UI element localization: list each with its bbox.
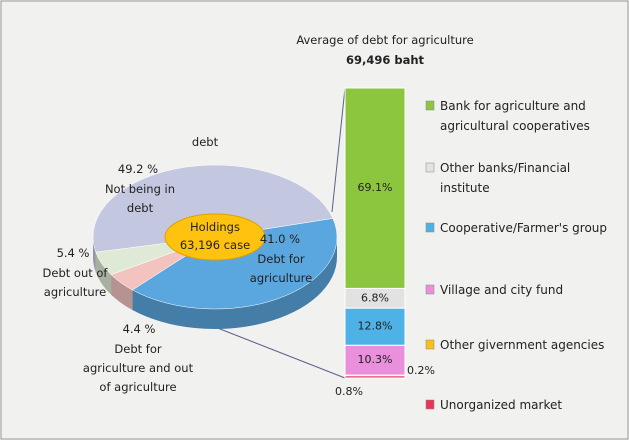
legend-swatch [425,162,435,173]
legend-label: Cooperative/Farmer's group [440,221,608,235]
category-label: Debt for agriculture [249,252,313,285]
connector [331,87,346,213]
bar-segment [344,344,406,376]
legend-swatch [425,284,435,295]
pie-slice [92,164,334,253]
legend-swatch [425,339,435,350]
pie-title: debt [191,135,219,149]
legend-swatch [425,100,435,111]
pie-slice [131,218,338,310]
data-label: 49.2 % [117,162,159,176]
bar-segment [344,87,406,289]
data-label: 69.1% [358,181,393,194]
legend-swatch [425,222,435,233]
legend-label: Unorganized market [440,398,563,412]
category-label: Debt for agriculture and out of agricult… [82,342,194,394]
center-badge [164,213,266,261]
pie-side [95,252,112,295]
bar-title: Average of debt for agriculture [296,33,474,47]
category-label: Not being in debt [104,182,176,215]
data-label: 5.4 % [56,246,90,260]
pie-side [132,237,337,329]
pie-side [111,274,133,310]
category-label: Debt out of agriculture [42,266,108,299]
data-label: 0.8% [335,385,363,398]
bar-segment [344,307,406,346]
legend-label: Bank for agriculture and agricultural co… [440,99,590,133]
legend-label: Other givernment agencies [440,338,605,352]
legend-label: Village and city fund [440,283,564,297]
bar-subtitle: 69,496 baht [345,53,425,67]
legend-label: Other banks/Financial institute [440,161,571,195]
data-label: 6.8% [361,291,389,304]
legend-swatch [425,399,435,410]
data-label: 0.2% [407,364,435,377]
data-label: 12.8% [358,320,393,333]
center-label: Holdings 63,196 case [179,220,251,252]
data-label: 4.4 % [122,322,156,336]
data-label: 41.0 % [259,232,301,246]
data-label: 10.3% [358,353,393,366]
